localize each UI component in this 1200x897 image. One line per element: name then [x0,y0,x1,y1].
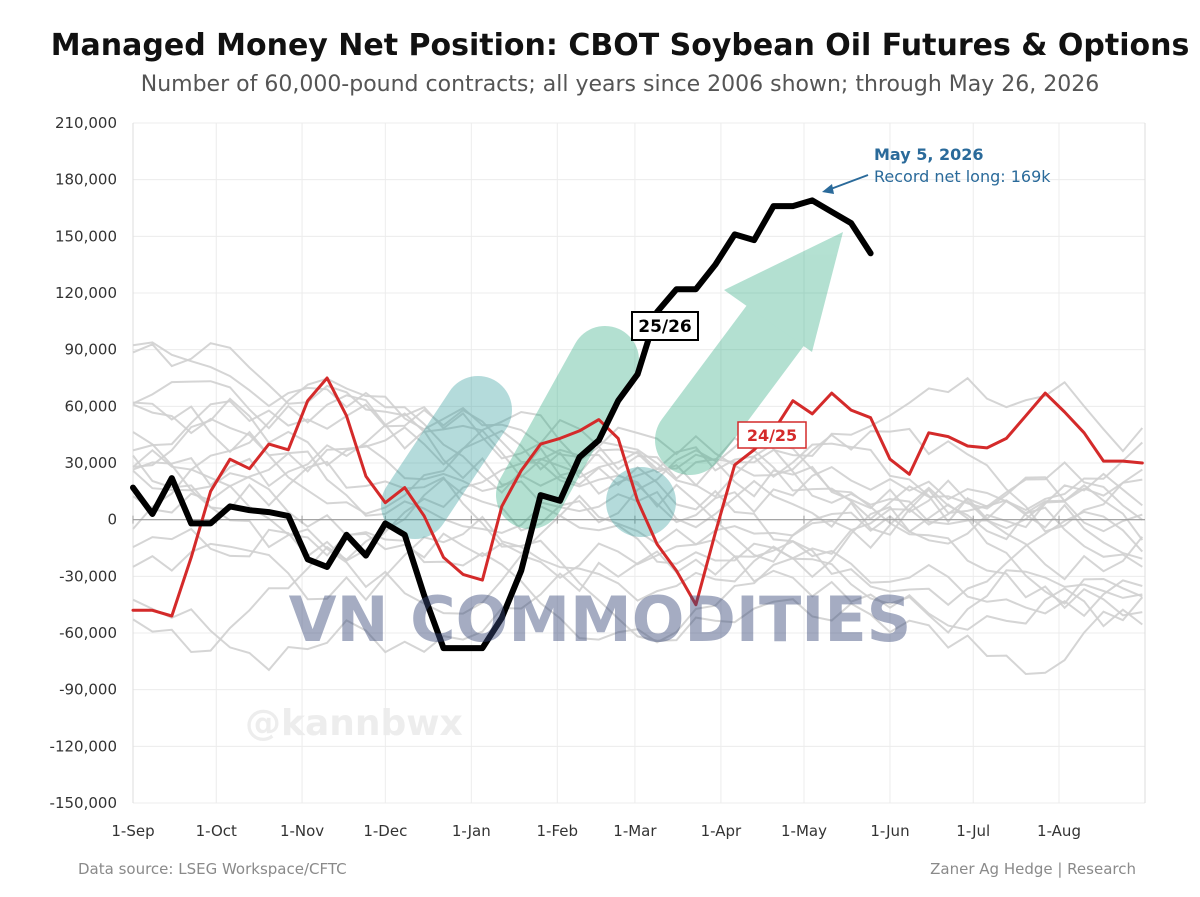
y-tick-label: -90,000 [59,681,117,699]
watermark-text-handle: @kannbwx [245,703,463,744]
y-tick-label: 180,000 [55,171,117,189]
history-series-line [132,449,1143,654]
zero-axis-line [132,515,1145,524]
grid-lines [132,122,1146,804]
record-annotation-text: Record net long: 169k [874,167,1051,186]
highlighted-series [130,197,1144,652]
credit-note: Zaner Ag Hedge | Research [930,860,1136,878]
y-tick-label: 0 [107,511,117,529]
x-tick-label: 1-Feb [537,822,579,840]
x-tick-label: 1-Apr [701,822,742,840]
watermark-logo-shapes [381,232,843,539]
record-annotation-date: May 5, 2026 [874,145,984,164]
history-series-line [132,376,1144,515]
x-tick-label: 1-Jul [956,822,990,840]
x-tick-label: 1-Jun [870,822,909,840]
x-axis-tick-labels: 1-Sep 1-Oct 1-Nov 1-Dec 1-Jan 1-Feb 1-Mar 1-Apr… [111,822,1081,840]
y-tick-label: -30,000 [59,567,117,585]
y-tick-label: -60,000 [59,624,117,642]
y-tick-label: 30,000 [65,454,118,472]
watermark-logo-dot [606,467,676,537]
x-tick-label: 1-May [781,822,827,840]
watermark-logo-bar-2 [496,326,639,529]
history-series-line [132,341,1143,617]
y-tick-label: 90,000 [65,341,118,359]
record-annotation-arrowhead [822,184,834,194]
watermark-logo-bar-1 [381,376,512,539]
y-tick-label: -150,000 [50,794,117,812]
chart-title: Managed Money Net Position: CBOT Soybean… [50,28,1190,63]
history-series-line [132,454,1144,676]
historical-series-lines [132,341,1144,676]
x-tick-label: 1-Sep [111,822,154,840]
x-tick-label: 1-Mar [613,822,657,840]
history-series-line [132,400,1143,605]
history-series-line [132,403,1143,631]
history-series-line [132,515,1143,634]
y-tick-label: 150,000 [55,227,117,245]
history-series-line [132,431,1143,644]
label-25-26-text: 25/26 [638,317,692,337]
watermark-logo-arrow-shaft [655,287,813,475]
watermark-text-vn-commodities: VN COMMODITIES [289,583,912,656]
history-series-line [132,397,1144,607]
record-annotation-arrow [827,174,869,191]
x-tick-label: 1-Oct [196,822,237,840]
series-line-25-26 [130,197,874,652]
label-24-25: 24/25 [737,421,807,449]
data-source-note: Data source: LSEG Workspace/CFTC [78,860,347,878]
history-series-line [132,540,1143,672]
label-25-26: 25/26 [631,311,699,341]
record-annotation: May 5, 2026 Record net long: 169k [822,145,1051,194]
y-tick-label: 120,000 [55,284,117,302]
x-tick-label: 1-Jan [452,822,491,840]
history-series-line [132,412,1144,541]
label-24-25-text: 24/25 [747,426,797,445]
series-line-24-25 [131,376,1144,618]
x-tick-label: 1-Aug [1037,822,1081,840]
y-tick-label: 210,000 [55,114,117,132]
chart-subtitle: Number of 60,000-pound contracts; all ye… [140,72,1100,97]
watermark-logo-arrowhead [724,232,843,352]
y-axis-tick-labels: 210,000 180,000 150,000 120,000 90,000 60,000… [50,114,117,812]
y-tick-label: -120,000 [50,737,117,755]
x-tick-label: 1-Nov [280,822,324,840]
history-series-line [132,342,1143,533]
y-tick-label: 60,000 [65,397,118,415]
x-tick-label: 1-Dec [363,822,407,840]
